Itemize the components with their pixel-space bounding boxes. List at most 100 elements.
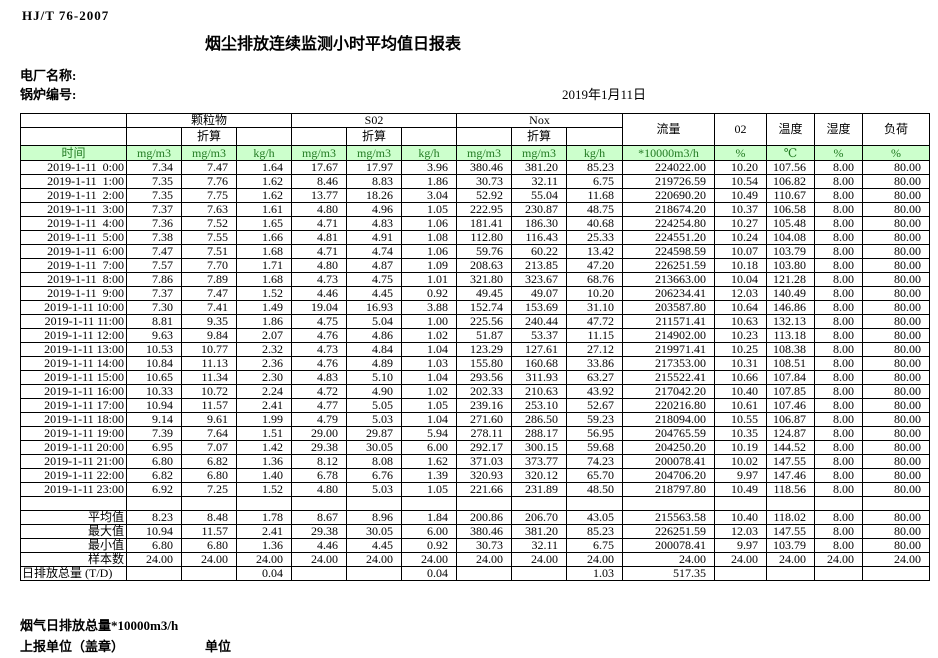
row-label-cell: 2019-1-11 6:00 <box>20 244 127 259</box>
value-cell: 1.66 <box>236 230 292 245</box>
header-group-so2: S02 <box>291 113 457 128</box>
value-cell: 80.00 <box>862 314 930 329</box>
value-cell: 204250.20 <box>622 440 715 455</box>
value-cell: 4.83 <box>346 216 402 231</box>
value-cell: 8.00 <box>814 412 863 427</box>
value-cell: 124.87 <box>766 426 815 441</box>
value-cell <box>346 496 402 511</box>
header-temperature: 温度 <box>766 113 815 146</box>
header-time: 时间 <box>20 145 127 161</box>
table-row: 2019-1-11 19:00 7.39 7.64 1.51 29.00 29.87 5.9… <box>20 426 930 441</box>
row-label-cell: 2019-1-11 7:00 <box>20 258 127 273</box>
value-cell: 106.87 <box>766 412 815 427</box>
value-cell: 9.97 <box>714 538 767 553</box>
header-blank-cell <box>236 127 292 146</box>
value-cell: 7.30 <box>126 300 182 315</box>
plant-name-label: 电厂名称: <box>20 68 77 83</box>
header-flow: 流量 <box>622 113 715 146</box>
value-cell: 8.48 <box>181 510 237 525</box>
value-cell: 224598.59 <box>622 244 715 259</box>
unit-cell: mg/m3 <box>511 145 567 161</box>
value-cell: 10.20 <box>714 160 767 175</box>
value-cell: 121.28 <box>766 272 815 287</box>
value-cell: 8.00 <box>814 216 863 231</box>
value-cell: 7.07 <box>181 440 237 455</box>
value-cell: 10.35 <box>714 426 767 441</box>
value-cell: 292.17 <box>456 440 512 455</box>
value-cell: 24.00 <box>814 552 863 567</box>
value-cell: 17.97 <box>346 160 402 175</box>
value-cell <box>862 496 930 511</box>
value-cell: 7.52 <box>181 216 237 231</box>
value-cell: 7.35 <box>126 188 182 203</box>
header-blank-cell <box>401 127 457 146</box>
value-cell: 80.00 <box>862 524 930 539</box>
value-cell: 1.03 <box>401 356 457 371</box>
value-cell: 29.38 <box>291 524 347 539</box>
value-cell: 52.92 <box>456 188 512 203</box>
value-cell: 80.00 <box>862 230 930 245</box>
table-row: 2019-1-11 21:00 6.80 6.82 1.36 8.12 8.08 1.62 3… <box>20 454 930 469</box>
value-cell: 106.58 <box>766 202 815 217</box>
value-cell: 0.04 <box>236 566 292 581</box>
value-cell: 7.55 <box>181 230 237 245</box>
value-cell: 7.47 <box>181 286 237 301</box>
summary-row: 样本数 24.00 24.00 24.00 24.00 24.00 24.00 24.00 24… <box>20 552 930 567</box>
value-cell: 4.83 <box>291 370 347 385</box>
value-cell: 80.00 <box>862 454 930 469</box>
value-cell: 10.04 <box>714 272 767 287</box>
value-cell: 85.23 <box>566 160 623 175</box>
value-cell: 8.00 <box>814 356 863 371</box>
value-cell: 106.82 <box>766 174 815 189</box>
unit-cell: ℃ <box>766 145 815 161</box>
value-cell: 10.19 <box>714 440 767 455</box>
value-cell: 4.76 <box>291 356 347 371</box>
value-cell: 80.00 <box>862 510 930 525</box>
value-cell: 10.24 <box>714 230 767 245</box>
value-cell: 48.50 <box>566 482 623 497</box>
value-cell: 10.23 <box>714 328 767 343</box>
row-label-cell: 平均值 <box>20 510 127 525</box>
unit-cell: % <box>814 145 863 161</box>
value-cell: 24.00 <box>862 552 930 567</box>
value-cell: 8.00 <box>814 244 863 259</box>
value-cell: 219971.41 <box>622 342 715 357</box>
value-cell: 144.52 <box>766 440 815 455</box>
value-cell: 8.00 <box>814 398 863 413</box>
value-cell: 208.63 <box>456 258 512 273</box>
value-cell: 4.46 <box>291 538 347 553</box>
value-cell: 5.94 <box>401 426 457 441</box>
value-cell: 4.73 <box>291 342 347 357</box>
table-row: 2019-1-11 5:00 7.38 7.55 1.66 4.81 4.91 1.08 11… <box>20 230 930 245</box>
value-cell: 12.03 <box>714 286 767 301</box>
value-cell: 127.61 <box>511 342 567 357</box>
row-label-cell: 2019-1-11 3:00 <box>20 202 127 217</box>
value-cell: 2.41 <box>236 398 292 413</box>
value-cell: 200.86 <box>456 510 512 525</box>
value-cell: 7.86 <box>126 272 182 287</box>
value-cell: 65.70 <box>566 468 623 483</box>
row-label-cell: 2019-1-11 0:00 <box>20 160 127 175</box>
value-cell: 103.80 <box>766 258 815 273</box>
value-cell: 74.23 <box>566 454 623 469</box>
value-cell: 9.97 <box>714 468 767 483</box>
value-cell: 1.65 <box>236 216 292 231</box>
value-cell: 215563.58 <box>622 510 715 525</box>
table-row: 2019-1-11 3:00 7.37 7.63 1.61 4.80 4.96 1.05 22… <box>20 202 930 217</box>
value-cell <box>126 566 182 581</box>
table-row: 2019-1-11 15:00 10.65 11.34 2.30 4.83 5.10 1.0… <box>20 370 930 385</box>
value-cell: 8.00 <box>814 538 863 553</box>
value-cell: 320.93 <box>456 468 512 483</box>
value-cell: 239.16 <box>456 398 512 413</box>
value-cell: 373.77 <box>511 454 567 469</box>
value-cell: 211571.41 <box>622 314 715 329</box>
value-cell: 7.38 <box>126 230 182 245</box>
row-label-cell: 样本数 <box>20 552 127 567</box>
value-cell <box>511 566 567 581</box>
value-cell: 80.00 <box>862 216 930 231</box>
row-label-cell: 2019-1-11 18:00 <box>20 412 127 427</box>
value-cell: 30.73 <box>456 174 512 189</box>
value-cell: 1.06 <box>401 244 457 259</box>
value-cell: 1.03 <box>566 566 623 581</box>
value-cell: 8.00 <box>814 230 863 245</box>
